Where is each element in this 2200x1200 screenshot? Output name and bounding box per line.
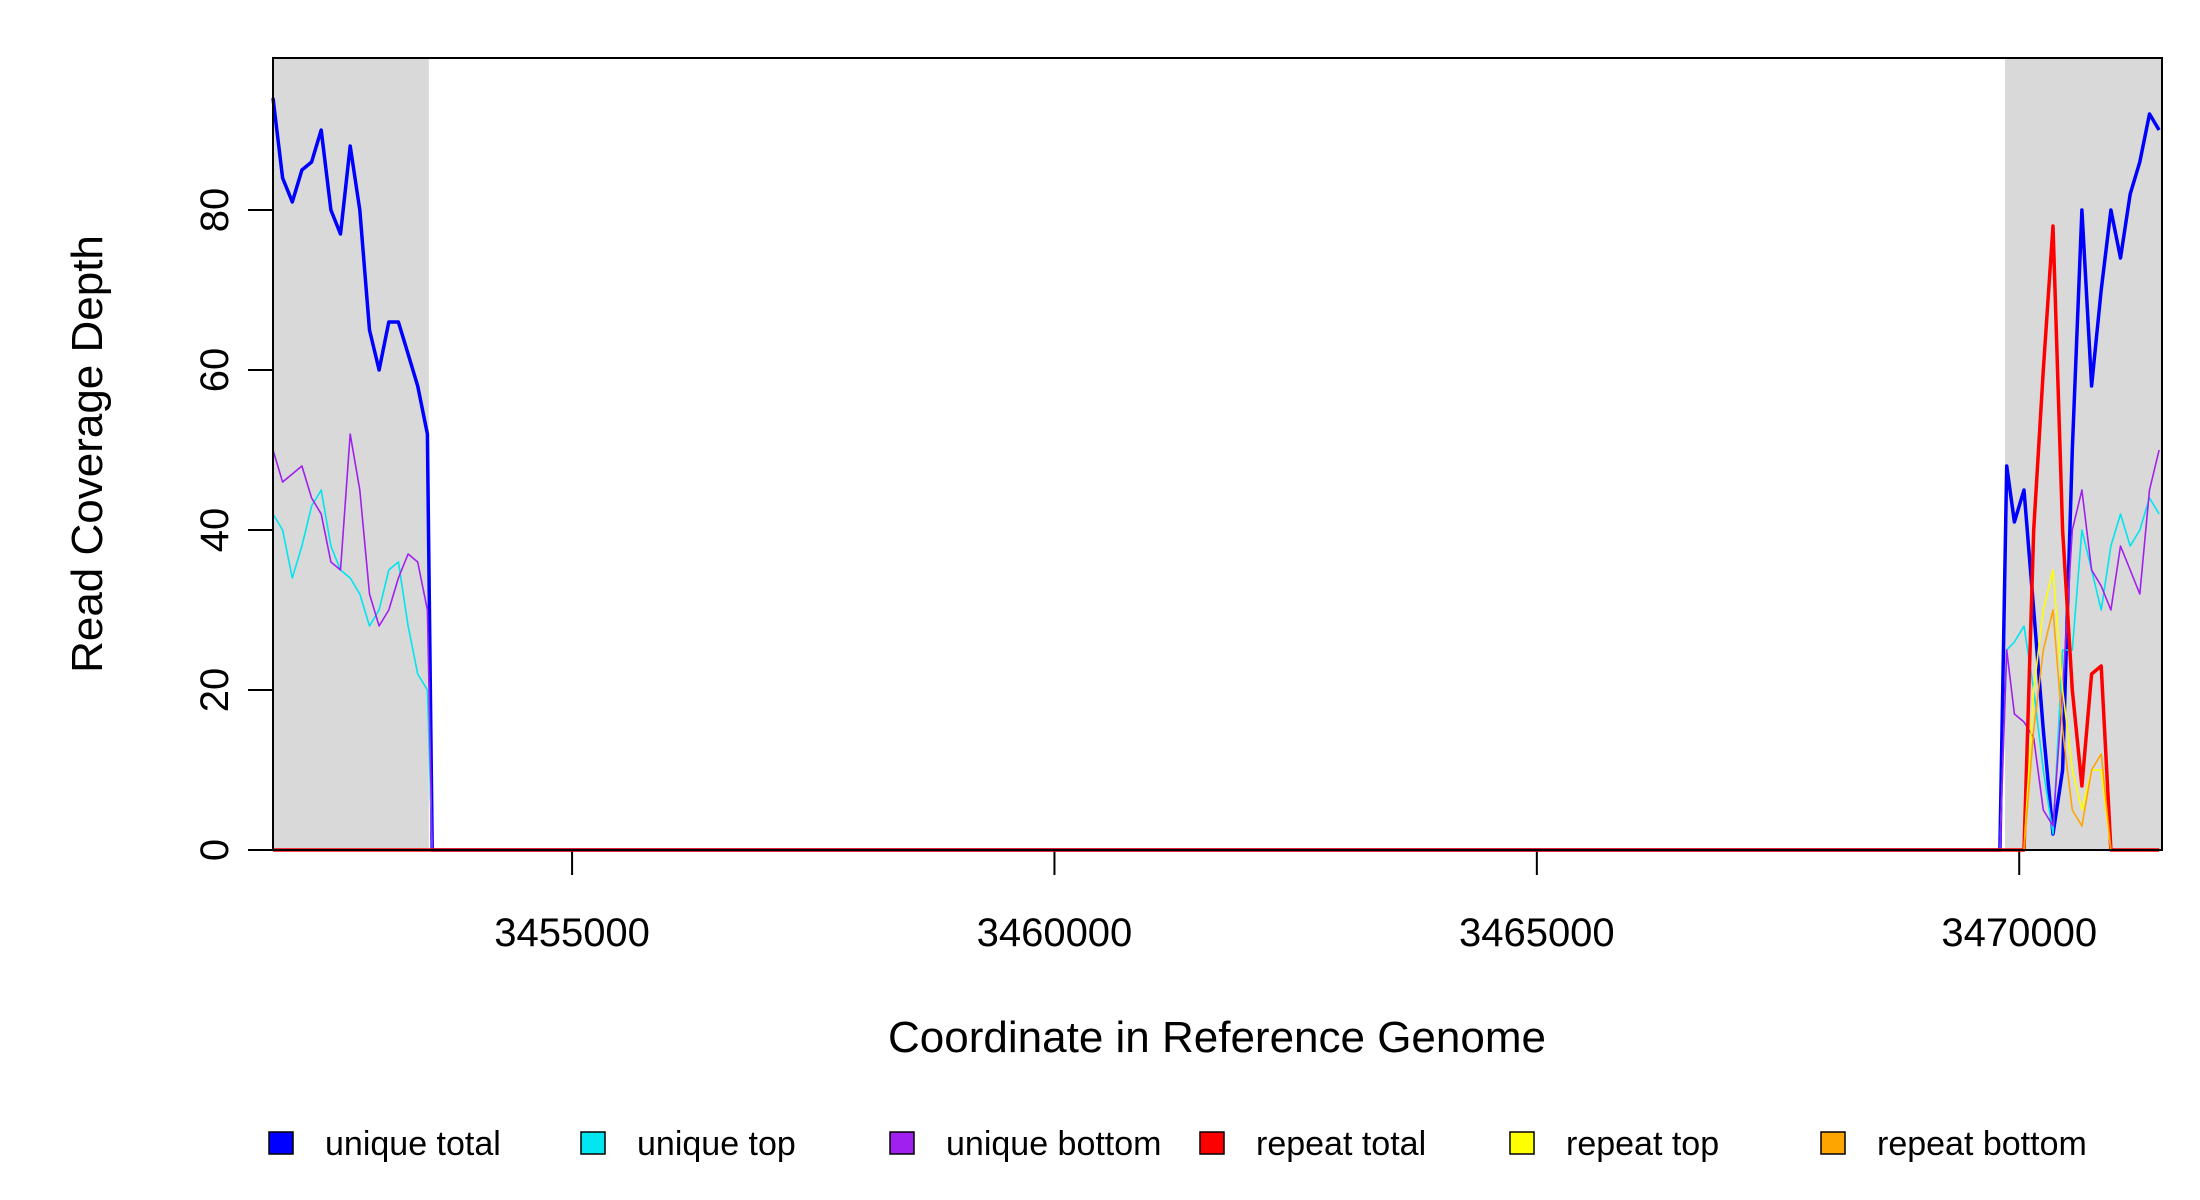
legend-swatch — [580, 1131, 606, 1155]
series-line — [271, 97, 2161, 852]
y-tick-label: 60 — [193, 348, 237, 393]
legend-swatch — [1509, 1131, 1535, 1155]
series-line — [272, 433, 2160, 851]
x-tick-label: 3470000 — [1941, 911, 2097, 955]
shaded-region — [2005, 58, 2162, 850]
x-tick-label: 3465000 — [1459, 911, 1615, 955]
legend-swatch — [268, 1131, 294, 1155]
legend-swatch — [1820, 1131, 1846, 1155]
series-line — [272, 489, 2160, 851]
shaded-region — [273, 58, 429, 850]
legend-label: unique top — [637, 1125, 796, 1163]
legend-label: repeat top — [1566, 1125, 1719, 1163]
legend-label: repeat bottom — [1877, 1125, 2087, 1163]
legend-swatch — [1199, 1131, 1225, 1155]
y-tick-label: 20 — [193, 668, 237, 713]
plot-frame — [272, 57, 2163, 851]
y-tick-label: 40 — [193, 508, 237, 553]
x-tick-label: 3455000 — [494, 911, 650, 955]
legend-label: repeat total — [1256, 1125, 1426, 1163]
legend-swatch — [889, 1131, 915, 1155]
series-line — [273, 569, 2160, 851]
x-tick-label: 3460000 — [977, 911, 1133, 955]
legend-label: unique bottom — [946, 1125, 1162, 1163]
x-axis-title: Coordinate in Reference Genome — [888, 1013, 1546, 1062]
y-tick-label: 80 — [193, 188, 237, 233]
y-axis-title: Read Coverage Depth — [63, 235, 112, 673]
legend-label: unique total — [325, 1125, 501, 1163]
series-line — [273, 224, 2160, 852]
series-line — [273, 609, 2160, 851]
y-tick-label: 0 — [193, 839, 237, 861]
